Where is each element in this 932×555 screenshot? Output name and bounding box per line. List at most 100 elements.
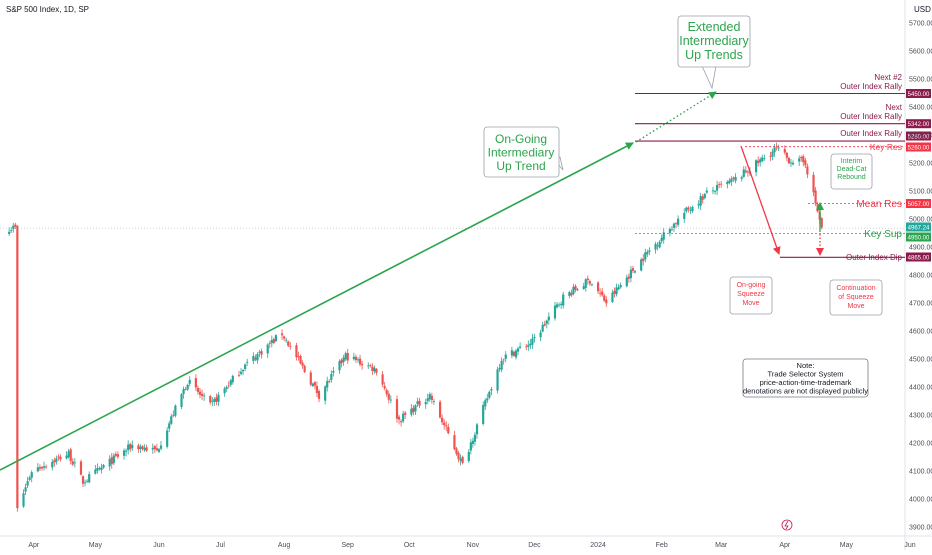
candle[interactable]	[441, 414, 444, 426]
candle[interactable]	[761, 154, 764, 163]
candle[interactable]	[590, 283, 594, 287]
candle[interactable]	[340, 358, 343, 368]
candle[interactable]	[798, 155, 801, 167]
candle[interactable]	[584, 278, 587, 292]
candle[interactable]	[166, 427, 169, 449]
candle[interactable]	[246, 358, 249, 366]
candle[interactable]	[342, 354, 345, 366]
candle[interactable]	[482, 401, 485, 426]
candle[interactable]	[338, 359, 341, 374]
candle[interactable]	[459, 454, 462, 466]
candle[interactable]	[270, 335, 273, 348]
candle[interactable]	[198, 387, 202, 399]
candle[interactable]	[533, 333, 536, 343]
candle[interactable]	[660, 234, 663, 244]
candle[interactable]	[153, 445, 156, 453]
candle[interactable]	[231, 374, 234, 385]
candle[interactable]	[100, 463, 103, 474]
candle[interactable]	[94, 465, 97, 475]
candle[interactable]	[317, 389, 321, 403]
candle[interactable]	[662, 228, 665, 244]
candle[interactable]	[389, 395, 392, 404]
candle[interactable]	[24, 483, 27, 495]
candle[interactable]	[200, 389, 204, 401]
candle[interactable]	[211, 397, 214, 407]
candle[interactable]	[51, 458, 54, 471]
candle[interactable]	[625, 274, 628, 288]
candle[interactable]	[488, 390, 491, 400]
candle[interactable]	[603, 293, 606, 303]
candle[interactable]	[55, 455, 58, 465]
candle[interactable]	[182, 386, 185, 399]
candle[interactable]	[588, 279, 591, 286]
candle[interactable]	[785, 151, 788, 162]
candle[interactable]	[381, 371, 384, 387]
candle[interactable]	[202, 392, 206, 401]
candle[interactable]	[720, 180, 723, 188]
candle[interactable]	[730, 176, 733, 186]
candle[interactable]	[728, 178, 731, 185]
candle[interactable]	[344, 351, 347, 361]
candle[interactable]	[685, 206, 688, 214]
candle[interactable]	[326, 376, 329, 392]
candle[interactable]	[301, 360, 304, 369]
candle[interactable]	[619, 282, 622, 289]
candle[interactable]	[490, 386, 493, 396]
candle[interactable]	[299, 354, 302, 365]
candles[interactable]	[8, 142, 823, 512]
candle[interactable]	[642, 254, 645, 266]
candle[interactable]	[783, 145, 786, 155]
candle[interactable]	[510, 346, 513, 359]
candle[interactable]	[309, 370, 312, 387]
candle[interactable]	[168, 420, 171, 433]
candle[interactable]	[116, 451, 120, 459]
candle[interactable]	[705, 187, 708, 194]
candle[interactable]	[387, 390, 390, 404]
candle[interactable]	[560, 301, 563, 309]
candle[interactable]	[498, 363, 501, 372]
candle[interactable]	[432, 399, 436, 405]
candle[interactable]	[646, 249, 649, 257]
candle[interactable]	[484, 398, 487, 411]
candle[interactable]	[30, 470, 33, 483]
candle[interactable]	[627, 273, 630, 283]
candle[interactable]	[447, 423, 450, 435]
candle[interactable]	[12, 222, 15, 233]
candle[interactable]	[574, 284, 577, 293]
candle[interactable]	[410, 404, 413, 417]
candle[interactable]	[369, 363, 372, 368]
candle[interactable]	[129, 442, 132, 453]
candle[interactable]	[184, 386, 187, 391]
candle[interactable]	[143, 444, 146, 452]
candle[interactable]	[383, 381, 386, 391]
candle[interactable]	[744, 165, 747, 174]
candle[interactable]	[71, 458, 74, 466]
candle[interactable]	[157, 447, 161, 454]
candle[interactable]	[127, 440, 130, 455]
candle[interactable]	[416, 397, 419, 407]
candle[interactable]	[820, 216, 823, 230]
candle[interactable]	[502, 358, 505, 365]
candle[interactable]	[110, 453, 113, 469]
candle[interactable]	[742, 166, 745, 178]
candle[interactable]	[457, 450, 460, 463]
candle[interactable]	[438, 399, 442, 419]
candle[interactable]	[122, 448, 126, 460]
candle[interactable]	[697, 200, 700, 209]
candle[interactable]	[412, 404, 415, 416]
candle[interactable]	[244, 363, 247, 372]
candle[interactable]	[44, 464, 48, 469]
candle[interactable]	[531, 333, 534, 350]
candle[interactable]	[399, 419, 403, 427]
candle[interactable]	[272, 337, 275, 345]
candle[interactable]	[812, 171, 815, 197]
candle[interactable]	[763, 154, 766, 161]
candle[interactable]	[525, 343, 528, 351]
candle[interactable]	[172, 410, 175, 418]
candle[interactable]	[125, 448, 128, 457]
candle[interactable]	[186, 383, 189, 392]
candle[interactable]	[227, 381, 230, 389]
candle[interactable]	[196, 385, 200, 395]
candle[interactable]	[280, 329, 284, 340]
candle[interactable]	[10, 227, 13, 233]
